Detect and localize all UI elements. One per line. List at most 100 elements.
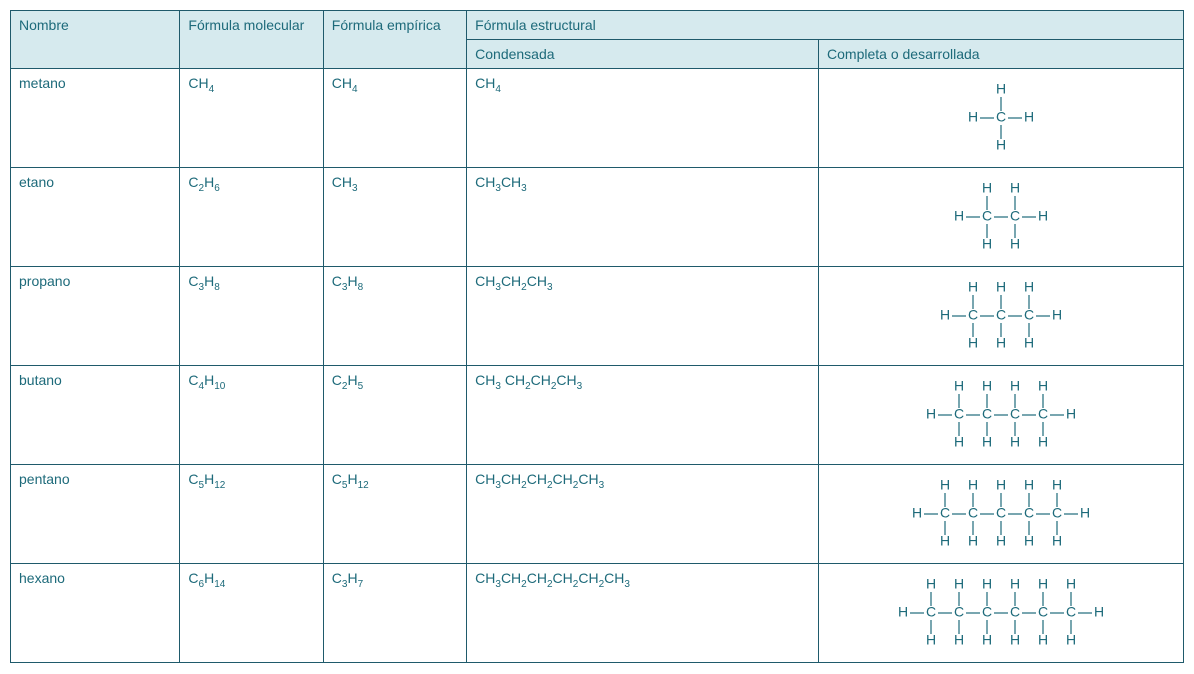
table-row: propanoC3H8C3H8CH3CH2CH3HCHHCHHCHHH [11, 267, 1184, 366]
cell-nombre: butano [11, 366, 180, 465]
svg-text:C: C [982, 604, 992, 620]
svg-text:H: H [926, 632, 936, 648]
col-header-molecular: Fórmula molecular [180, 11, 323, 69]
col-header-condensada: Condensada [467, 40, 819, 69]
svg-text:H: H [1094, 604, 1104, 620]
svg-text:H: H [954, 378, 964, 394]
svg-text:H: H [954, 208, 964, 224]
cell-condensada: CH3 CH2CH2CH3 [467, 366, 819, 465]
svg-text:H: H [1024, 477, 1034, 493]
svg-text:C: C [926, 604, 936, 620]
cell-molecular: C5H12 [180, 465, 323, 564]
cell-molecular: C4H10 [180, 366, 323, 465]
svg-text:H: H [940, 477, 950, 493]
svg-text:H: H [1010, 378, 1020, 394]
cell-condensada: CH3CH2CH3 [467, 267, 819, 366]
cell-completa: HCHHCHHCHHCHHCHHH [819, 465, 1184, 564]
cell-completa: HCHHCHHH [819, 168, 1184, 267]
svg-text:C: C [968, 505, 978, 521]
alkane-table: Nombre Fórmula molecular Fórmula empíric… [10, 10, 1184, 663]
svg-text:H: H [982, 434, 992, 450]
table-row: metanoCH4CH4CH4HCHHH [11, 69, 1184, 168]
svg-text:C: C [1038, 406, 1048, 422]
cell-empirica: C5H12 [323, 465, 466, 564]
cell-nombre: pentano [11, 465, 180, 564]
svg-text:H: H [968, 109, 978, 125]
svg-text:H: H [898, 604, 908, 620]
svg-text:C: C [996, 109, 1006, 125]
svg-text:H: H [1010, 576, 1020, 592]
svg-text:H: H [926, 406, 936, 422]
cell-condensada: CH3CH2CH2CH2CH2CH3 [467, 564, 819, 663]
svg-text:H: H [926, 576, 936, 592]
cell-molecular: C3H8 [180, 267, 323, 366]
svg-text:H: H [1010, 632, 1020, 648]
svg-text:H: H [1066, 406, 1076, 422]
svg-text:H: H [1038, 434, 1048, 450]
cell-molecular: C6H14 [180, 564, 323, 663]
svg-text:H: H [996, 81, 1006, 97]
svg-text:H: H [968, 335, 978, 351]
svg-text:H: H [912, 505, 922, 521]
svg-text:C: C [1010, 604, 1020, 620]
svg-text:H: H [968, 477, 978, 493]
cell-condensada: CH4 [467, 69, 819, 168]
cell-completa: HCHHCHHCHHCHHH [819, 366, 1184, 465]
svg-text:C: C [1066, 604, 1076, 620]
col-header-empirica: Fórmula empírica [323, 11, 466, 69]
col-header-completa: Completa o desarrollada [819, 40, 1184, 69]
cell-completa: HCHHCHHCHHCHHCHHCHHH [819, 564, 1184, 663]
svg-text:H: H [996, 533, 1006, 549]
svg-text:H: H [1038, 378, 1048, 394]
svg-text:H: H [1052, 307, 1062, 323]
cell-condensada: CH3CH3 [467, 168, 819, 267]
svg-text:H: H [1066, 632, 1076, 648]
svg-text:C: C [940, 505, 950, 521]
svg-text:C: C [954, 604, 964, 620]
svg-text:H: H [954, 576, 964, 592]
cell-condensada: CH3CH2CH2CH2CH3 [467, 465, 819, 564]
svg-text:H: H [982, 378, 992, 394]
cell-nombre: propano [11, 267, 180, 366]
svg-text:H: H [954, 632, 964, 648]
svg-text:H: H [1038, 208, 1048, 224]
cell-empirica: C3H7 [323, 564, 466, 663]
svg-text:C: C [1024, 505, 1034, 521]
cell-nombre: hexano [11, 564, 180, 663]
svg-text:H: H [1024, 533, 1034, 549]
svg-text:C: C [1010, 208, 1020, 224]
cell-completa: HCHHCHHCHHH [819, 267, 1184, 366]
svg-text:H: H [1038, 576, 1048, 592]
svg-text:H: H [1010, 236, 1020, 252]
svg-text:C: C [1010, 406, 1020, 422]
cell-molecular: C2H6 [180, 168, 323, 267]
svg-text:H: H [996, 279, 1006, 295]
table-row: butanoC4H10C2H5CH3 CH2CH2CH3HCHHCHHCHHCH… [11, 366, 1184, 465]
svg-text:C: C [996, 307, 1006, 323]
svg-text:H: H [996, 137, 1006, 153]
svg-text:H: H [1010, 434, 1020, 450]
svg-text:H: H [996, 335, 1006, 351]
svg-text:H: H [954, 434, 964, 450]
cell-completa: HCHHH [819, 69, 1184, 168]
svg-text:H: H [1024, 335, 1034, 351]
svg-text:C: C [968, 307, 978, 323]
col-header-nombre: Nombre [11, 11, 180, 69]
svg-text:H: H [1038, 632, 1048, 648]
svg-text:H: H [940, 533, 950, 549]
svg-text:H: H [982, 180, 992, 196]
svg-text:C: C [982, 208, 992, 224]
svg-text:H: H [1080, 505, 1090, 521]
table-row: hexanoC6H14C3H7CH3CH2CH2CH2CH2CH3HCHHCHH… [11, 564, 1184, 663]
table-row: etanoC2H6CH3CH3CH3HCHHCHHH [11, 168, 1184, 267]
cell-nombre: metano [11, 69, 180, 168]
cell-empirica: CH3 [323, 168, 466, 267]
svg-text:H: H [1066, 576, 1076, 592]
table-row: pentanoC5H12C5H12CH3CH2CH2CH2CH3HCHHCHHC… [11, 465, 1184, 564]
svg-text:H: H [982, 236, 992, 252]
cell-nombre: etano [11, 168, 180, 267]
svg-text:H: H [982, 576, 992, 592]
svg-text:C: C [1052, 505, 1062, 521]
svg-text:H: H [1052, 533, 1062, 549]
svg-text:H: H [968, 533, 978, 549]
